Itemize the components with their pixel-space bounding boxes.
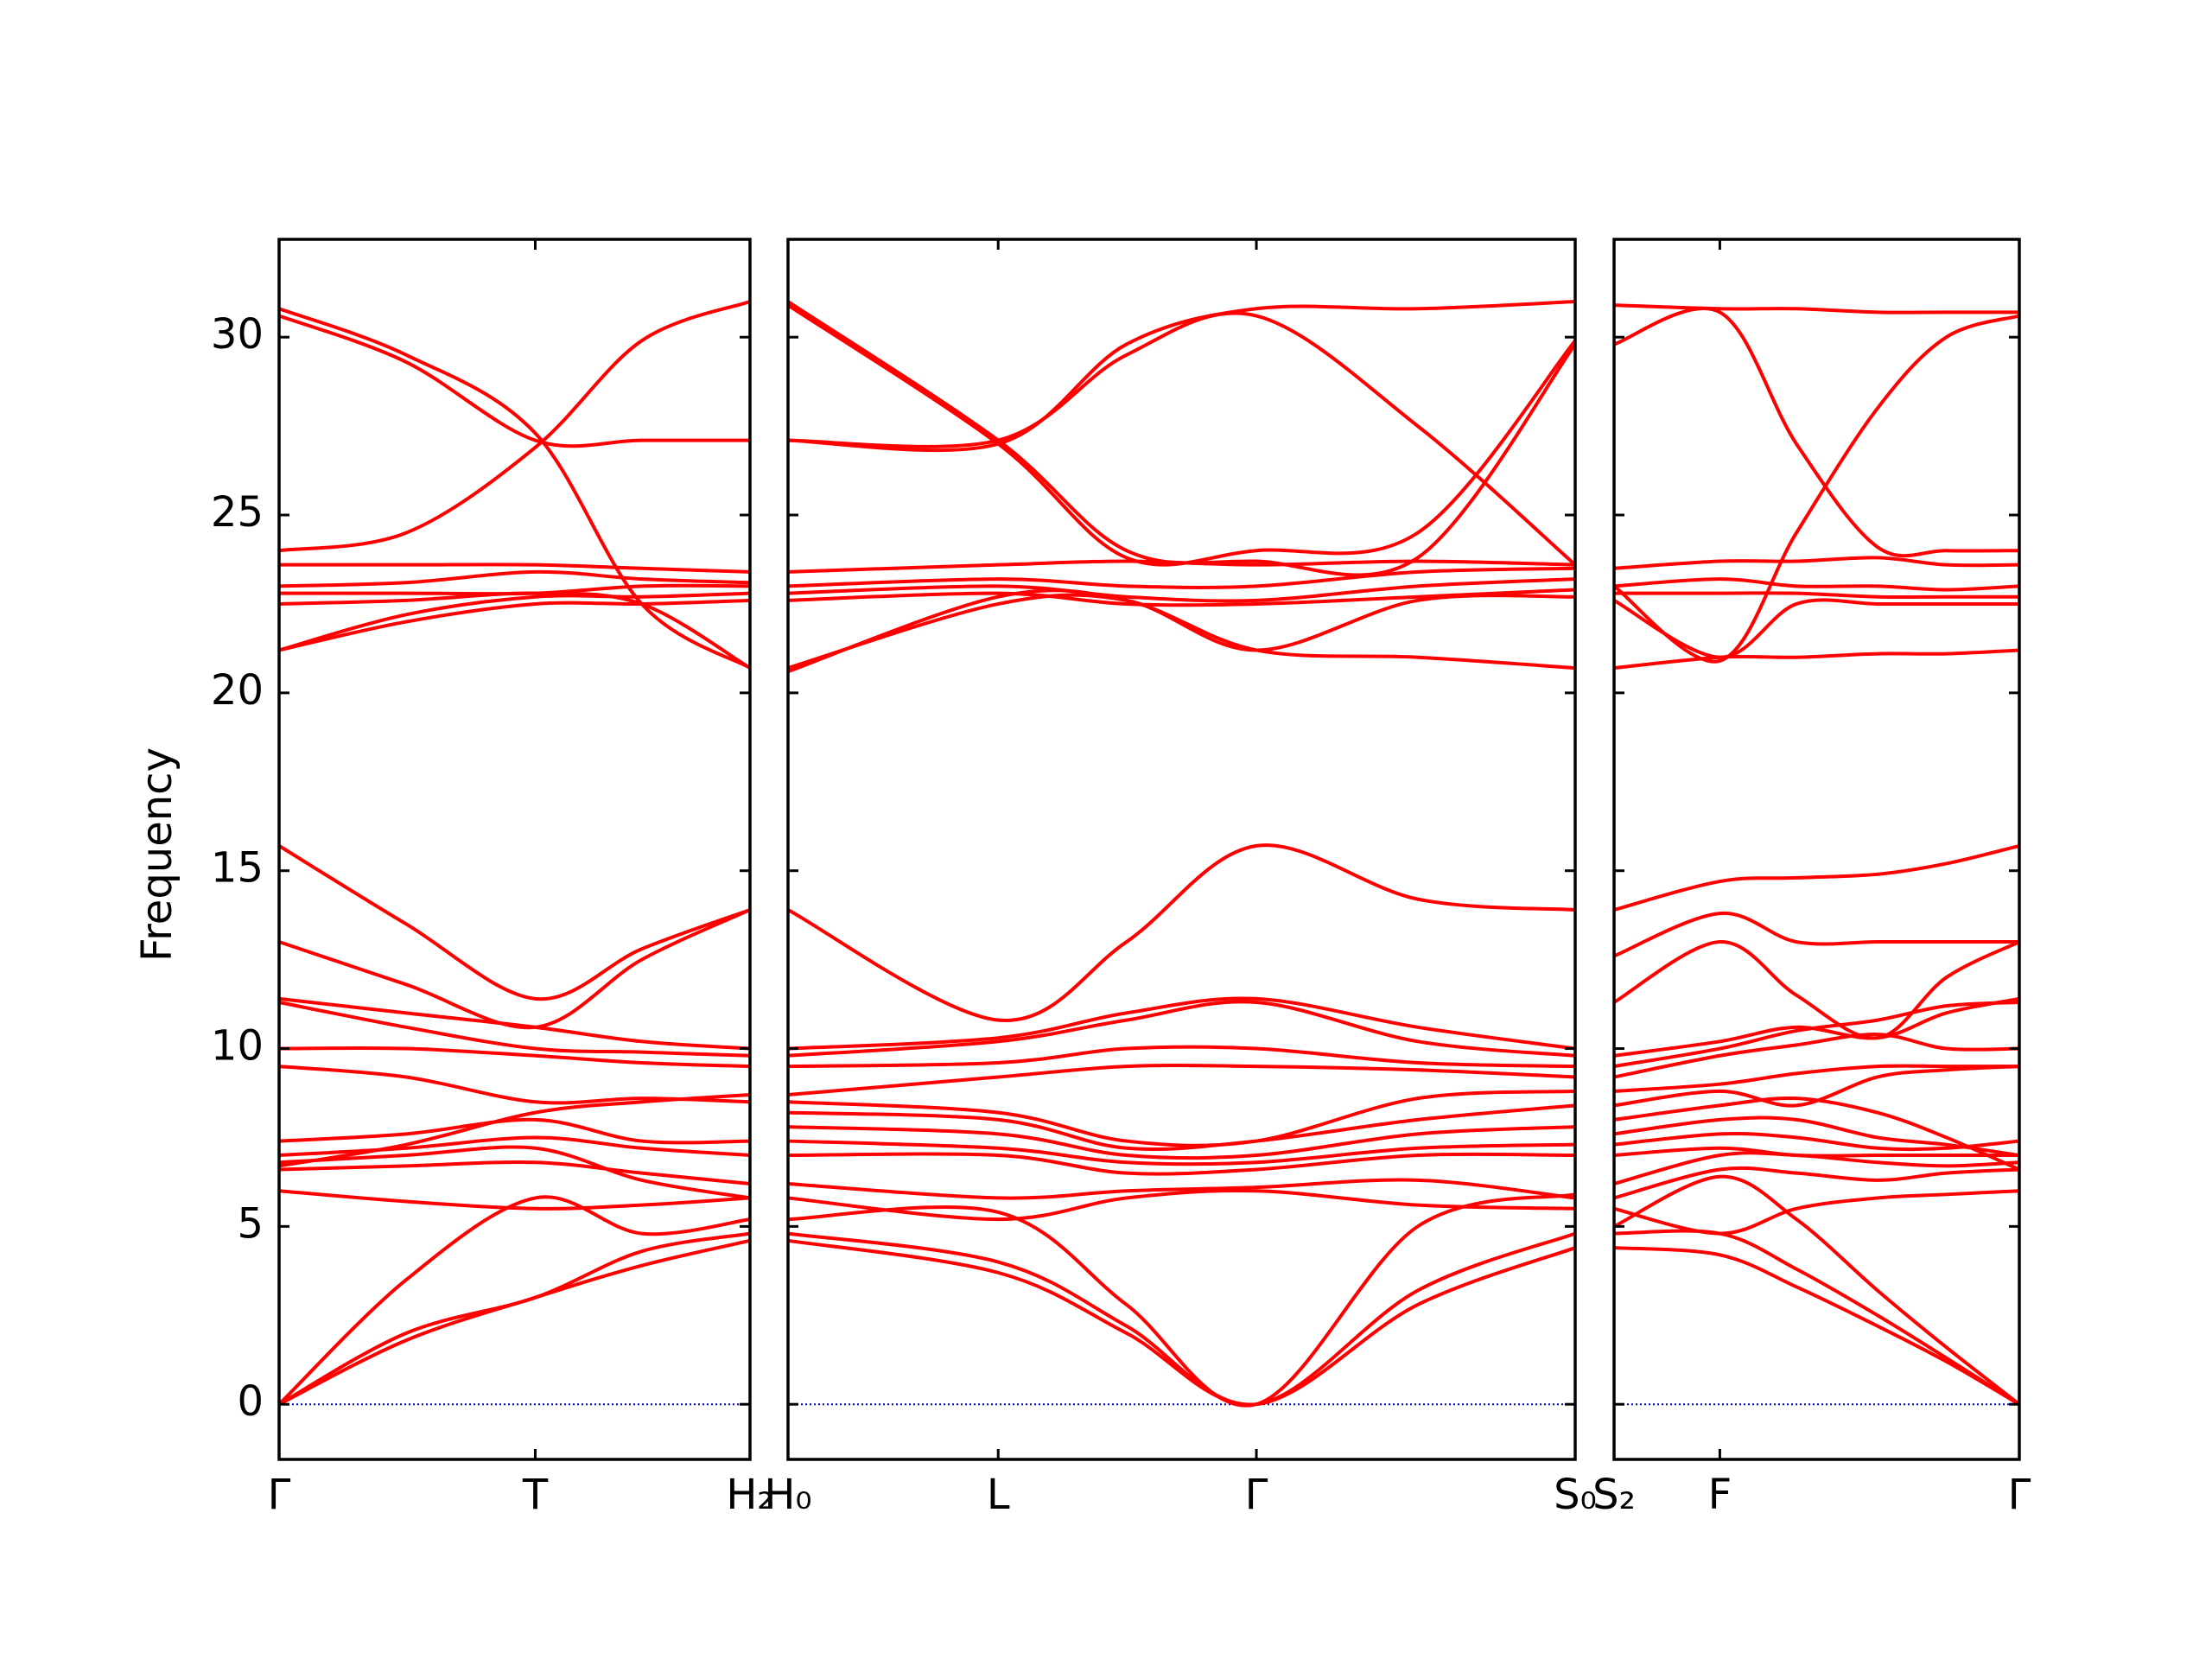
band-line (787, 1089, 1576, 1147)
band-line (787, 1000, 1576, 1058)
band-line (787, 1238, 1576, 1407)
x-tick-label: L (987, 1471, 1010, 1519)
band-line (278, 1117, 751, 1145)
band-line (278, 1001, 751, 1058)
plot-area (279, 239, 750, 1459)
band-line (278, 300, 751, 553)
band-line (1613, 1131, 2020, 1152)
band-line (787, 1152, 1576, 1176)
band-line (1613, 1166, 2020, 1200)
band-line (1613, 1064, 2019, 1093)
y-tick-label: 15 (211, 844, 264, 893)
band-line (1613, 598, 2019, 659)
band-line (278, 591, 751, 652)
band-line (787, 1139, 1576, 1166)
band-line (1614, 591, 2019, 600)
band-line (787, 1188, 1576, 1222)
x-tick-label: S₀ (1554, 1471, 1597, 1519)
band-line (787, 1178, 1576, 1200)
band-line (278, 314, 750, 448)
band-line (1613, 843, 2020, 912)
band-line (787, 1103, 1576, 1152)
band-line (787, 577, 1576, 603)
band-line (1613, 1096, 2020, 1172)
y-tick-label: 25 (211, 488, 264, 537)
band-line (1612, 940, 2020, 1040)
plot-area (1614, 239, 2019, 1459)
band-line (278, 569, 751, 588)
axes-frame (1612, 238, 2021, 1461)
band-line (279, 563, 751, 574)
band-line (1613, 1001, 2020, 1069)
band-line (1613, 1189, 2020, 1236)
band-line (1613, 1065, 2020, 1108)
band-line (278, 1189, 751, 1211)
band-line (787, 1231, 1576, 1407)
band-line (278, 1065, 751, 1105)
band-line (278, 1046, 751, 1069)
band-line (787, 593, 1576, 670)
band-line (1613, 912, 2019, 958)
band-line (1613, 1246, 2021, 1406)
band-line (786, 303, 1577, 567)
band-line (1613, 1116, 2020, 1158)
y-tick-label: 5 (237, 1199, 264, 1248)
band-line (1613, 556, 2020, 570)
band-line (1612, 314, 2020, 664)
band-line (277, 1195, 751, 1406)
band-line (1613, 1146, 2019, 1158)
y-tick-label: 30 (211, 310, 264, 359)
band-line (787, 588, 1576, 607)
x-tick-label: T (522, 1471, 549, 1519)
y-axis-label: Frequency (133, 747, 181, 962)
band-line (787, 1125, 1576, 1160)
band-line (278, 1160, 751, 1185)
band-line (1613, 648, 2020, 671)
band-line (787, 300, 1576, 453)
x-tick-label: H₀ (764, 1471, 811, 1519)
band-line (1613, 1174, 2021, 1406)
axes-frame (277, 238, 752, 1461)
x-tick-label: H₂ (726, 1471, 773, 1519)
band-line (1613, 577, 2020, 592)
band-line (1613, 996, 2020, 1058)
x-tick-label: Γ (268, 1471, 291, 1519)
band-line (278, 307, 752, 670)
band-line (278, 1145, 751, 1200)
y-tick-label: 10 (211, 1022, 264, 1071)
band-line (278, 598, 751, 652)
x-tick-label: F (1708, 1471, 1732, 1519)
band-line (278, 1135, 751, 1158)
y-tick-label: 20 (211, 666, 264, 715)
band-line (278, 1231, 751, 1406)
band-line (787, 996, 1576, 1051)
x-tick-label: Γ (2008, 1471, 2031, 1519)
band-line (279, 583, 751, 596)
band-line (1613, 303, 2019, 315)
band-line (787, 588, 1576, 674)
band-line (787, 1192, 1576, 1408)
band-line (1613, 1033, 2020, 1079)
axes-frame (786, 238, 1577, 1461)
band-line (787, 1064, 1576, 1097)
band-line (787, 566, 1576, 589)
band-line (787, 1045, 1576, 1069)
y-tick-label: 0 (237, 1377, 264, 1426)
x-tick-label: Γ (1245, 1471, 1268, 1519)
plot-area (788, 239, 1575, 1459)
x-tick-label: S₂ (1592, 1471, 1636, 1519)
band-line (278, 908, 751, 1030)
band-line (787, 843, 1576, 1022)
band-line (277, 844, 751, 1001)
